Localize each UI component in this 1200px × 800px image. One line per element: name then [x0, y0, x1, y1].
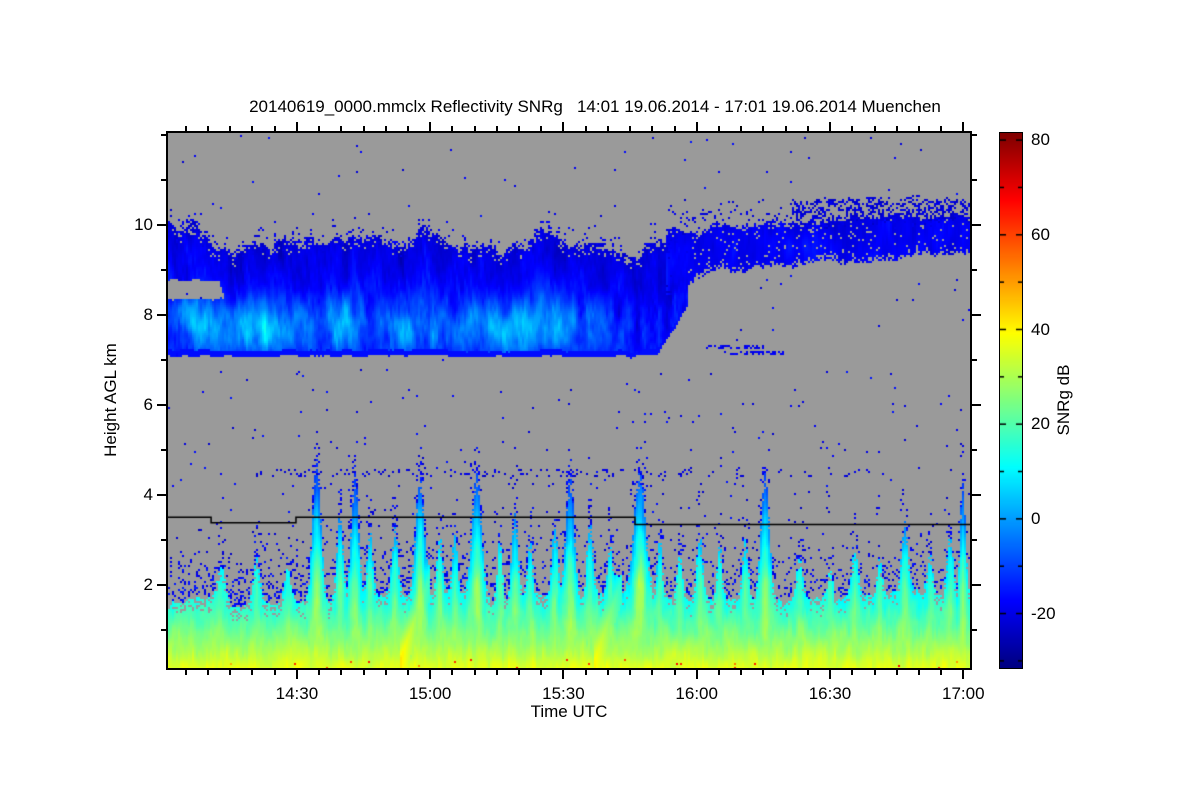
- y-major-tick: [972, 403, 981, 406]
- x-major-tick: [695, 122, 698, 131]
- x-minor-tick: [584, 670, 587, 675]
- x-major-tick: [962, 122, 965, 131]
- x-major-tick: [429, 122, 432, 131]
- y-major-tick: [157, 223, 166, 226]
- x-minor-tick: [406, 670, 409, 675]
- x-minor-tick: [762, 670, 765, 675]
- x-minor-tick: [540, 670, 543, 675]
- x-tick-label: 15:00: [408, 684, 452, 703]
- y-tick-label: 2: [143, 574, 153, 594]
- y-major-tick: [157, 313, 166, 316]
- colorbar-frame: [999, 132, 1023, 669]
- colorbar-tick-label: 0: [1031, 508, 1041, 528]
- x-major-tick: [295, 670, 298, 679]
- x-minor-tick: [340, 670, 343, 675]
- x-tick-label: 16:00: [675, 684, 718, 703]
- x-tick-label: 17:00: [942, 684, 985, 703]
- x-minor-tick: [740, 670, 743, 675]
- x-axis-title: Time UTC: [530, 702, 608, 721]
- x-minor-tick: [873, 670, 876, 675]
- colorbar-title: SNRg dB: [1054, 364, 1073, 436]
- x-tick-label: 14:30: [275, 684, 319, 703]
- x-minor-tick: [318, 670, 321, 675]
- y-major-tick: [157, 583, 166, 586]
- x-tick-label: 15:30: [542, 684, 585, 703]
- x-major-tick: [562, 670, 565, 679]
- y-major-tick: [972, 223, 981, 226]
- y-minor-tick: [972, 268, 977, 271]
- x-minor-tick: [851, 670, 854, 675]
- x-minor-tick: [451, 670, 454, 675]
- x-major-tick: [829, 122, 831, 131]
- colorbar-canvas: [1000, 133, 1022, 668]
- x-major-tick: [562, 122, 565, 131]
- x-minor-tick: [718, 670, 720, 675]
- y-minor-tick: [972, 358, 977, 361]
- y-major-tick: [972, 493, 981, 496]
- y-minor-tick: [972, 448, 977, 451]
- x-major-tick: [829, 670, 831, 679]
- y-minor-tick: [972, 538, 977, 541]
- x-minor-tick: [806, 670, 809, 675]
- heatmap-canvas: [168, 133, 970, 668]
- x-minor-tick: [917, 670, 920, 675]
- y-axis-title: Height AGL km: [101, 343, 120, 457]
- y-tick-label: 10: [134, 214, 153, 234]
- x-minor-tick: [784, 670, 787, 675]
- x-minor-tick: [251, 670, 254, 675]
- y-minor-tick: [972, 178, 977, 181]
- x-minor-tick: [895, 670, 898, 675]
- x-minor-tick: [273, 670, 276, 675]
- x-minor-tick: [362, 670, 365, 675]
- colorbar-tick-label: 40: [1031, 319, 1050, 339]
- x-minor-tick: [495, 670, 498, 675]
- x-major-tick: [695, 670, 698, 679]
- y-minor-tick: [972, 628, 977, 631]
- x-minor-tick: [207, 670, 209, 675]
- x-major-tick: [429, 670, 432, 679]
- chart-title: 20140619_0000.mmclx Reflectivity SNRg 14…: [249, 97, 941, 116]
- plot-frame: [166, 131, 972, 670]
- x-minor-tick: [184, 670, 187, 675]
- x-minor-tick: [940, 670, 943, 675]
- y-tick-label: 4: [143, 484, 153, 504]
- colorbar-tick-label: 80: [1031, 130, 1050, 150]
- x-minor-tick: [673, 670, 676, 675]
- x-minor-tick: [606, 670, 609, 675]
- y-minor-tick: [972, 133, 977, 136]
- x-minor-tick: [651, 670, 654, 675]
- y-major-tick: [157, 403, 166, 406]
- x-tick-label: 16:30: [808, 684, 852, 703]
- colorbar-tick-label: 60: [1031, 224, 1050, 244]
- x-major-tick: [295, 122, 298, 131]
- y-major-tick: [972, 313, 981, 316]
- x-minor-tick: [518, 670, 520, 675]
- x-minor-tick: [473, 670, 476, 675]
- x-minor-tick: [229, 670, 232, 675]
- y-tick-label: 8: [143, 304, 153, 324]
- colorbar-tick-label: -20: [1031, 603, 1056, 623]
- y-major-tick: [157, 493, 166, 496]
- y-major-tick: [972, 583, 981, 586]
- x-major-tick: [962, 670, 965, 679]
- x-minor-tick: [629, 670, 632, 675]
- x-minor-tick: [384, 670, 387, 675]
